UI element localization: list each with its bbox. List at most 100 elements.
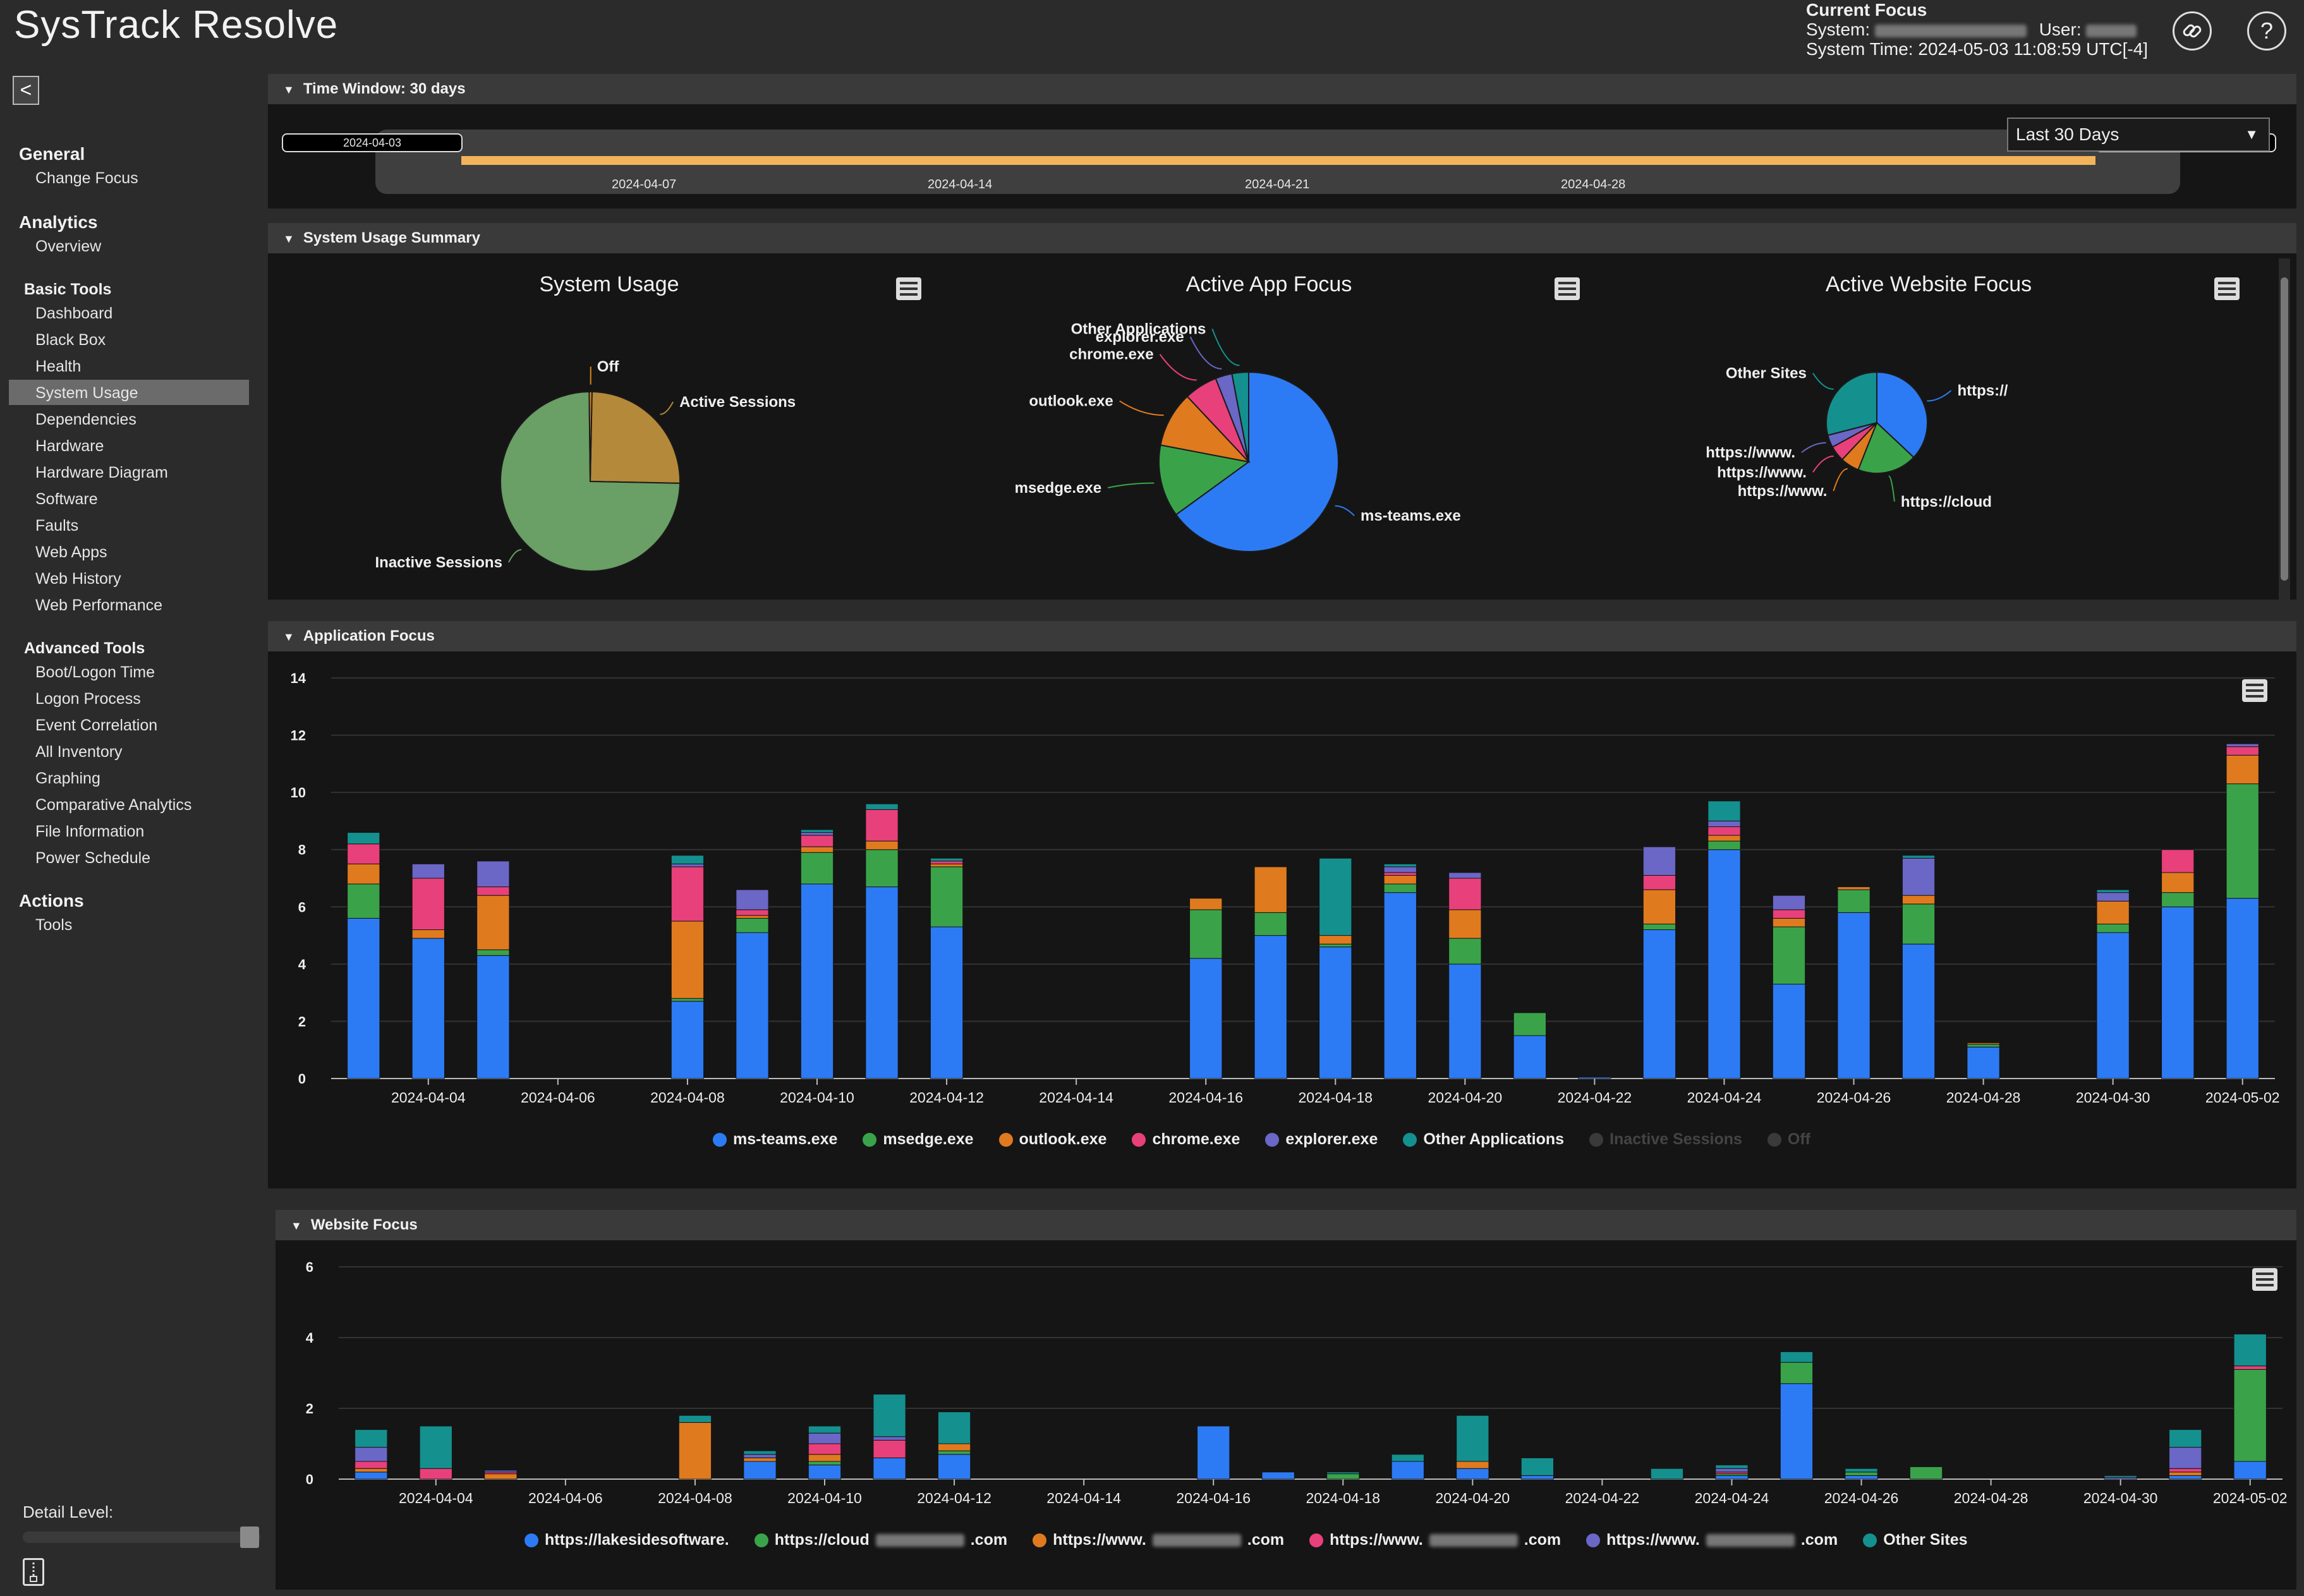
- chart-menu-icon[interactable]: [1555, 277, 1580, 300]
- legend-item[interactable]: Other Applications: [1403, 1130, 1564, 1149]
- time-window-select[interactable]: Last 30 Days ▼: [2007, 118, 2270, 152]
- bar-segment: [808, 1432, 842, 1444]
- bar-segment: [1254, 912, 1287, 936]
- legend-label: Other Applications: [1423, 1130, 1565, 1148]
- website-focus-header[interactable]: ▼ Website Focus: [276, 1210, 2296, 1240]
- bar-segment: [1715, 1475, 1749, 1480]
- export-document-button[interactable]: [23, 1558, 44, 1586]
- sidebar-item-graphing[interactable]: Graphing: [35, 770, 100, 787]
- bar-segment: [347, 863, 380, 885]
- pie-connector: [1335, 505, 1355, 516]
- legend-item[interactable]: https://www. .com: [1033, 1531, 1284, 1549]
- sidebar-item-web-history[interactable]: Web History: [35, 570, 121, 588]
- sidebar-item-dashboard[interactable]: Dashboard: [35, 305, 113, 322]
- system-usage-summary-header[interactable]: ▼ System Usage Summary: [268, 223, 2296, 253]
- timeline-start-handle[interactable]: 2024-04-03: [282, 133, 463, 152]
- legend-label: https://www.: [1606, 1531, 1700, 1549]
- website-focus-title: Website Focus: [310, 1216, 418, 1233]
- legend-dot-icon: [713, 1132, 727, 1147]
- bar-segment: [2104, 1475, 2137, 1478]
- sidebar-item-power-schedule[interactable]: Power Schedule: [35, 849, 151, 867]
- bar-segment: [1707, 826, 1741, 836]
- sidebar-item-hardware-diagram[interactable]: Hardware Diagram: [35, 464, 168, 481]
- link-button[interactable]: [2173, 11, 2212, 51]
- legend-item[interactable]: https://www. .com: [1586, 1531, 1838, 1549]
- chart-menu-icon[interactable]: [2242, 679, 2267, 702]
- sidebar-item-overview[interactable]: Overview: [35, 238, 102, 255]
- bar-segment: [1448, 872, 1482, 879]
- chart-menu-icon[interactable]: [2214, 277, 2240, 300]
- bar-segment: [1197, 1425, 1230, 1480]
- bar-segment: [1845, 1475, 1878, 1480]
- bar-segment: [1520, 1475, 1554, 1480]
- detail-level-slider-track[interactable]: [23, 1532, 260, 1543]
- sidebar-item-hardware[interactable]: Hardware: [35, 437, 104, 455]
- link-icon: [2183, 24, 2202, 38]
- pie-label: https://www.: [1738, 483, 1828, 500]
- legend-item[interactable]: ms-teams.exe: [713, 1130, 837, 1149]
- bar-segment: [873, 1439, 906, 1458]
- legend-item[interactable]: https://lakesidesoftware.: [524, 1531, 729, 1549]
- legend-dot-icon: [1767, 1132, 1781, 1147]
- chart-menu-icon[interactable]: [896, 277, 921, 300]
- bar-segment: [1383, 892, 1417, 1079]
- legend-item[interactable]: explorer.exe: [1265, 1130, 1378, 1149]
- legend-label: chrome.exe: [1152, 1130, 1240, 1148]
- legend-item[interactable]: chrome.exe: [1132, 1130, 1240, 1149]
- legend-item[interactable]: outlook.exe: [998, 1130, 1107, 1149]
- sidebar-heading-analytics: Analytics: [19, 212, 98, 232]
- sidebar-item-faults[interactable]: Faults: [35, 517, 79, 535]
- sidebar-item-all-inventory[interactable]: All Inventory: [35, 743, 123, 761]
- bar-segment: [1642, 874, 1676, 890]
- sidebar-item-dependencies[interactable]: Dependencies: [35, 411, 136, 428]
- sidebar-item-black-box[interactable]: Black Box: [35, 331, 106, 349]
- sidebar-item-comparative-analytics[interactable]: Comparative Analytics: [35, 796, 192, 814]
- bar-segment: [2096, 889, 2130, 893]
- sidebar-item-web-apps[interactable]: Web Apps: [35, 543, 107, 561]
- bar-segment: [2169, 1447, 2202, 1469]
- bar-segment: [1319, 857, 1352, 936]
- summary-scrollbar-thumb[interactable]: [2281, 277, 2288, 581]
- sidebar-item-system-usage[interactable]: System Usage: [35, 384, 138, 402]
- x-tick-label: 2024-04-06: [528, 1490, 603, 1506]
- sidebar-item-software[interactable]: Software: [35, 490, 98, 508]
- pie-connector: [1119, 400, 1164, 416]
- sidebar-collapse-button[interactable]: <: [13, 76, 39, 105]
- sidebar-item-event-correlation[interactable]: Event Correlation: [35, 716, 158, 734]
- legend-item[interactable]: Inactive Sessions: [1589, 1130, 1742, 1149]
- sidebar-item-file-information[interactable]: File Information: [35, 823, 145, 840]
- legend-item[interactable]: msedge.exe: [863, 1130, 974, 1149]
- bar-segment: [808, 1454, 842, 1462]
- sidebar-item-change-focus[interactable]: Change Focus: [35, 169, 138, 187]
- sidebar-item-web-performance[interactable]: Web Performance: [35, 596, 163, 614]
- sidebar-item-boot-logon-time[interactable]: Boot/Logon Time: [35, 663, 155, 681]
- summary-scrollbar[interactable]: [2279, 258, 2290, 600]
- sidebar-item-tools[interactable]: Tools: [35, 916, 73, 934]
- chart-menu-icon[interactable]: [2252, 1268, 2277, 1291]
- bar-segment: [1383, 883, 1417, 893]
- legend-item[interactable]: https://www. .com: [1309, 1531, 1561, 1549]
- legend-item[interactable]: Other Sites: [1863, 1531, 1968, 1549]
- sidebar-heading-basic-tools: Basic Tools: [24, 281, 112, 298]
- help-button[interactable]: ?: [2247, 11, 2286, 51]
- detail-level-slider-handle[interactable]: [240, 1526, 259, 1548]
- y-tick-label: 4: [306, 1330, 314, 1346]
- bar-segment: [1901, 857, 1936, 896]
- pie-connector: [1211, 329, 1240, 366]
- sidebar-item-health[interactable]: Health: [35, 358, 82, 375]
- bar-segment: [1642, 846, 1676, 876]
- legend-dot-icon: [998, 1132, 1013, 1147]
- legend-item[interactable]: https://cloud .com: [754, 1531, 1007, 1549]
- bar-segment: [937, 1450, 971, 1455]
- application-focus-header[interactable]: ▼ Application Focus: [268, 621, 2296, 651]
- x-tick-label: 2024-04-12: [909, 1089, 984, 1106]
- sidebar-item-logon-process[interactable]: Logon Process: [35, 690, 141, 708]
- bar-segment: [484, 1473, 518, 1480]
- bar-segment: [736, 889, 769, 910]
- bar-segment: [355, 1468, 388, 1473]
- bar-segment: [873, 1394, 906, 1437]
- timeline-selected-range[interactable]: [461, 156, 2095, 165]
- time-window-header[interactable]: ▼ Time Window: 30 days: [268, 74, 2296, 104]
- legend-item[interactable]: Off: [1767, 1130, 1810, 1149]
- bar-segment: [865, 809, 899, 842]
